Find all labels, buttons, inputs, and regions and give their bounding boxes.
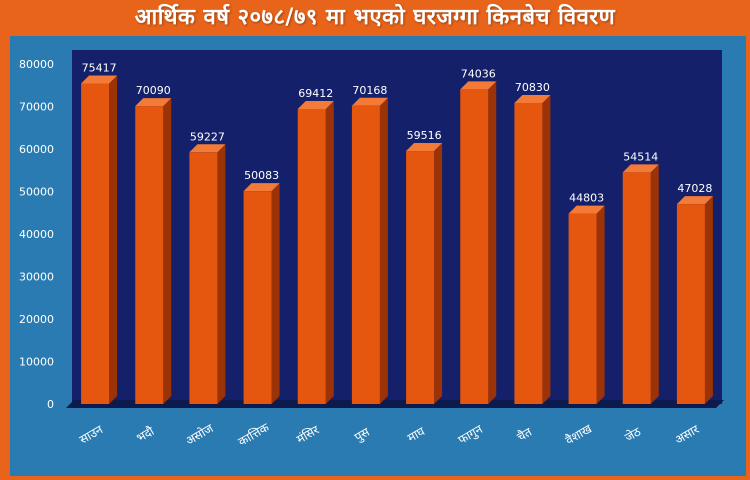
bar-front <box>243 191 272 404</box>
bar <box>676 196 713 404</box>
bar <box>568 205 605 404</box>
bar-top <box>676 196 713 205</box>
plot-area <box>72 50 722 404</box>
bar-top <box>351 97 388 106</box>
x-tick-label: साउन <box>77 422 105 447</box>
bar-side <box>163 98 172 405</box>
bar-front <box>568 213 597 404</box>
plot-floor <box>66 400 724 408</box>
x-tick-label: कात्तिक <box>236 420 272 449</box>
bar-top <box>460 81 497 90</box>
bar-front <box>351 105 380 404</box>
bar-front <box>676 204 705 404</box>
x-tick-label: चैत <box>515 424 536 444</box>
bar-side <box>379 97 388 404</box>
bar-top <box>81 75 118 84</box>
bar-top <box>189 144 226 153</box>
x-tick-label: असार <box>672 422 702 447</box>
bar-side <box>217 144 226 404</box>
data-label: 47028 <box>677 182 712 195</box>
bar-top <box>406 143 443 152</box>
y-tick-label: 0 <box>47 398 54 411</box>
bar <box>189 144 226 404</box>
bar-top <box>514 94 551 103</box>
data-label: 59227 <box>190 130 225 143</box>
bar-top <box>135 98 172 107</box>
data-label: 70830 <box>515 81 550 94</box>
bar-side <box>596 205 605 404</box>
x-tick-label: मंसिर <box>294 422 322 446</box>
x-tick-label: फागुन <box>456 422 486 448</box>
bar-side <box>271 183 280 404</box>
y-tick-label: 40000 <box>19 228 54 241</box>
bar-side <box>325 100 334 405</box>
x-tick-label: भदौ <box>134 424 157 446</box>
bar-top <box>297 100 334 109</box>
bar-front <box>297 108 326 405</box>
y-tick-label: 20000 <box>19 313 54 326</box>
bar <box>406 143 443 404</box>
bar <box>351 97 388 404</box>
bar <box>81 75 118 404</box>
data-label: 54514 <box>623 150 658 163</box>
bar <box>243 183 280 404</box>
data-label: 44803 <box>569 192 604 205</box>
x-tick-label: वैशाख <box>563 421 594 447</box>
bar-side <box>109 75 118 404</box>
y-tick-label: 30000 <box>19 271 54 284</box>
y-tick-label: 70000 <box>19 101 54 114</box>
bar-top <box>243 183 280 192</box>
y-tick-label: 80000 <box>19 58 54 71</box>
y-tick-label: 50000 <box>19 186 54 199</box>
bar-side <box>542 94 551 404</box>
bar-top <box>568 205 605 214</box>
bar <box>514 94 551 404</box>
bar-top <box>622 164 659 173</box>
bar <box>460 81 497 405</box>
bar <box>622 164 659 404</box>
bar-front <box>622 172 651 404</box>
bar-front <box>514 102 543 404</box>
bar-front <box>135 106 164 405</box>
bar-side <box>704 196 713 404</box>
bar-side <box>488 81 497 405</box>
x-tick-label: पुस <box>352 424 373 445</box>
bar-front <box>189 152 218 404</box>
y-tick-label: 10000 <box>19 356 54 369</box>
data-label: 69412 <box>298 87 333 100</box>
bar-side <box>650 164 659 404</box>
bar <box>135 98 172 405</box>
bar-front <box>81 83 110 404</box>
data-label: 70168 <box>352 84 387 97</box>
x-tick-label: जेठ <box>622 424 644 445</box>
bar-front <box>406 151 435 404</box>
y-tick-label: 60000 <box>19 143 54 156</box>
data-label: 70090 <box>136 84 171 97</box>
data-label: 74036 <box>461 67 496 80</box>
x-tick-label: माघ <box>405 424 428 445</box>
data-label: 59516 <box>407 129 442 142</box>
bar-front <box>460 89 489 405</box>
data-label: 50083 <box>244 169 279 182</box>
bar <box>297 100 334 405</box>
bar-side <box>434 143 443 404</box>
data-label: 75417 <box>82 61 117 74</box>
chart-title: आर्थिक वर्ष २०७८/७९ मा भएको घरजग्गा किनब… <box>134 5 616 30</box>
x-tick-label: असोज <box>183 421 216 448</box>
